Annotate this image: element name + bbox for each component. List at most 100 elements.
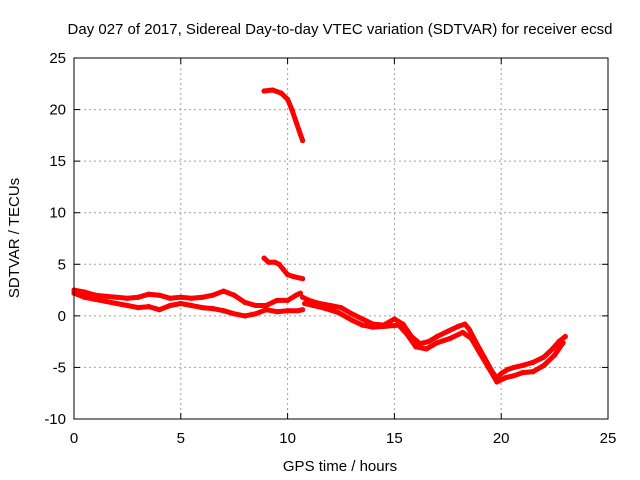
data-point — [423, 346, 429, 352]
data-point — [261, 255, 267, 261]
data-point — [285, 96, 291, 102]
y-tick-label: 10 — [49, 205, 66, 222]
plot-frame — [73, 57, 609, 420]
data-point — [291, 274, 297, 280]
x-tick-label: 5 — [177, 430, 185, 447]
data-point — [370, 324, 376, 330]
data-point — [327, 302, 333, 309]
data-point — [289, 107, 295, 113]
data-point — [135, 294, 141, 300]
data-point — [188, 295, 195, 301]
data-point — [477, 350, 483, 356]
data-point — [178, 300, 184, 307]
data-point — [455, 323, 462, 329]
data-point — [434, 340, 440, 346]
data-point — [300, 307, 306, 313]
data-point — [494, 379, 500, 385]
y-tick-label: 0 — [58, 308, 66, 325]
data-point — [265, 259, 271, 265]
series-satellite-track-high — [261, 87, 306, 143]
data-point — [146, 291, 152, 297]
data-point — [92, 292, 98, 298]
data-point — [210, 306, 216, 312]
data-point — [242, 313, 248, 319]
data-point — [188, 302, 195, 309]
data-point — [445, 328, 451, 334]
data-point — [541, 354, 547, 360]
data-point — [460, 329, 466, 335]
data-point — [274, 297, 280, 303]
data-point — [530, 369, 536, 375]
data-point — [231, 311, 237, 317]
data-point — [530, 359, 536, 365]
data-point — [253, 311, 259, 317]
data-point — [323, 306, 329, 312]
data-point — [167, 302, 173, 309]
data-point — [295, 308, 301, 314]
y-tick-label: 5 — [58, 256, 66, 273]
data-point — [263, 307, 269, 313]
data-point — [520, 370, 526, 376]
y-tick-label: -5 — [53, 359, 66, 376]
data-point — [396, 322, 402, 328]
data-point — [156, 307, 162, 313]
plot-series — [71, 87, 568, 385]
data-point — [338, 305, 344, 311]
x-axis-title: GPS time / hours — [283, 458, 397, 475]
data-point — [293, 292, 299, 298]
data-point — [541, 362, 547, 368]
data-point — [272, 259, 278, 265]
data-point — [336, 310, 342, 316]
data-point — [520, 362, 526, 368]
data-point — [156, 292, 162, 298]
data-point — [462, 321, 468, 327]
data-point — [146, 304, 152, 310]
data-point — [270, 87, 276, 93]
y-tick-label: 15 — [49, 153, 66, 170]
data-point — [242, 299, 248, 305]
data-point — [278, 90, 284, 96]
data-point — [359, 322, 365, 328]
data-point — [502, 375, 509, 381]
data-point — [297, 290, 303, 296]
data-point — [253, 302, 259, 309]
data-point — [178, 294, 184, 300]
data-point — [300, 294, 306, 300]
data-point — [280, 266, 286, 272]
data-point — [426, 339, 432, 345]
data-point — [349, 311, 355, 317]
x-tick-label: 0 — [70, 430, 78, 447]
data-point — [199, 294, 205, 300]
data-point — [300, 276, 306, 282]
data-point — [560, 340, 566, 346]
chart-title: Day 027 of 2017, Sidereal Day-to-day VTE… — [68, 21, 613, 38]
data-point — [103, 298, 109, 304]
y-tick-label: 20 — [49, 102, 66, 119]
data-point — [167, 295, 173, 301]
data-point — [511, 373, 517, 379]
data-point — [511, 364, 517, 370]
data-point — [114, 294, 120, 300]
data-point — [485, 364, 491, 370]
data-point — [505, 366, 511, 373]
data-point — [285, 272, 291, 278]
data-point — [274, 309, 280, 315]
y-tick-label: -10 — [44, 411, 66, 428]
data-point — [549, 346, 556, 352]
data-point — [263, 302, 269, 309]
data-point — [434, 333, 440, 340]
data-point — [383, 323, 389, 329]
x-tick-label: 20 — [493, 430, 510, 447]
data-point — [466, 326, 472, 332]
data-point — [103, 293, 109, 299]
data-point — [82, 294, 88, 300]
data-point — [82, 289, 88, 295]
data-point — [124, 295, 130, 301]
data-point — [391, 316, 397, 322]
data-point — [404, 331, 410, 337]
data-point — [199, 305, 205, 311]
data-point — [285, 297, 291, 303]
data-point — [413, 344, 419, 350]
data-point — [220, 308, 227, 314]
